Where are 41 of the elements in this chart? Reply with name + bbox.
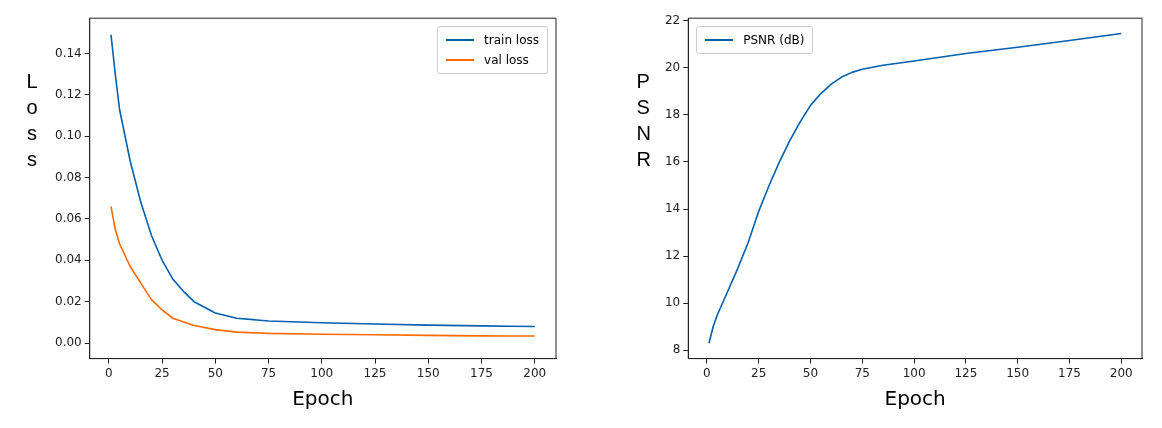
y-tick-label: 18 (664, 106, 681, 121)
legend-label: PSNR (dB) (743, 32, 805, 50)
x-tick-label: 200 (523, 365, 547, 380)
y-tick-label: 10 (664, 295, 681, 310)
x-tick-label: 75 (854, 365, 870, 380)
y-tick-label: 8 (672, 342, 681, 357)
y-tick-label: 0.08 (55, 169, 82, 184)
x-tick-label: 50 (802, 365, 819, 380)
y-tick-label: 0.12 (55, 86, 82, 101)
y-tick-label: 22 (664, 12, 681, 27)
y-tick-label: 0.00 (55, 335, 82, 350)
x-tick-label: 0 (703, 365, 711, 380)
x-tick-label: 25 (751, 365, 767, 380)
x-tick-label: 150 (416, 365, 440, 380)
x-tick-label: 125 (363, 365, 387, 380)
legend-label: val loss (484, 52, 529, 70)
y-axis-title: PSNR (636, 69, 651, 172)
x-tick-label: 175 (470, 365, 493, 380)
y-tick-label: 0.04 (55, 252, 82, 267)
x-tick-label: 100 (902, 365, 926, 380)
x-axis-title: Epoch (884, 386, 946, 411)
y-tick-label: 0.10 (55, 128, 82, 143)
y-tick-label: 0.02 (55, 293, 82, 308)
x-tick-label: 0 (105, 365, 113, 380)
legend-label: train loss (484, 32, 539, 50)
x-tick-label: 100 (310, 365, 334, 380)
y-tick-label: 12 (664, 248, 681, 263)
x-tick-label: 200 (1109, 365, 1133, 380)
x-axis-title: Epoch (292, 386, 354, 411)
y-tick-label: 14 (664, 201, 681, 216)
x-tick-label: 175 (1058, 365, 1081, 380)
x-tick-label: 25 (154, 365, 170, 380)
y-axis-title: Loss (26, 69, 38, 172)
y-tick-label: 20 (664, 59, 681, 74)
x-tick-label: 150 (1006, 365, 1030, 380)
x-tick-label: 50 (207, 365, 223, 380)
x-tick-label: 75 (260, 365, 277, 380)
y-tick-label: 16 (664, 154, 681, 169)
y-tick-label: 0.06 (55, 211, 82, 226)
x-tick-label: 125 (954, 365, 978, 380)
y-tick-label: 0.14 (55, 45, 82, 60)
